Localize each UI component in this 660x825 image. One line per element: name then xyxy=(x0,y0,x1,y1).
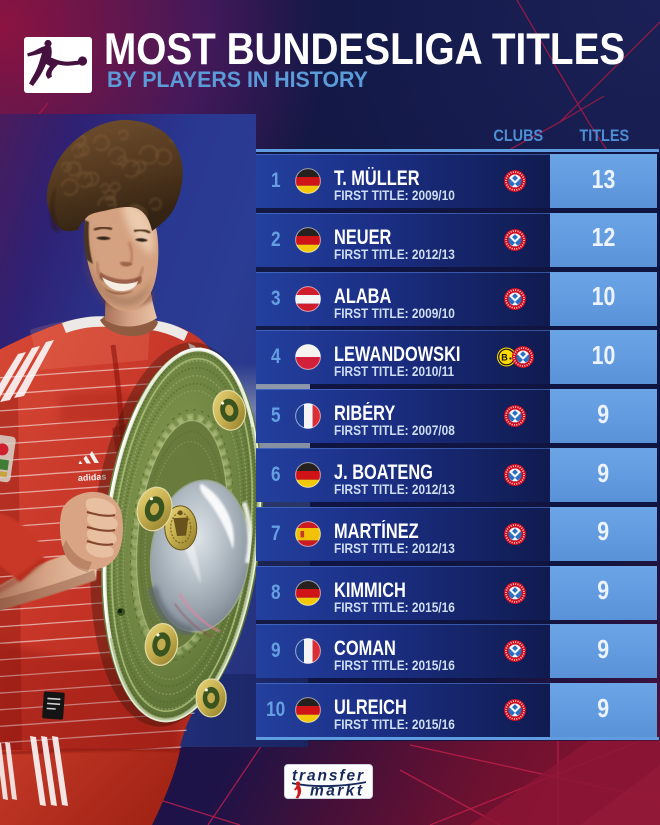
svg-text:transfer: transfer xyxy=(292,768,364,785)
svg-text:adidas: adidas xyxy=(78,472,107,483)
svg-text:B: B xyxy=(501,353,508,363)
